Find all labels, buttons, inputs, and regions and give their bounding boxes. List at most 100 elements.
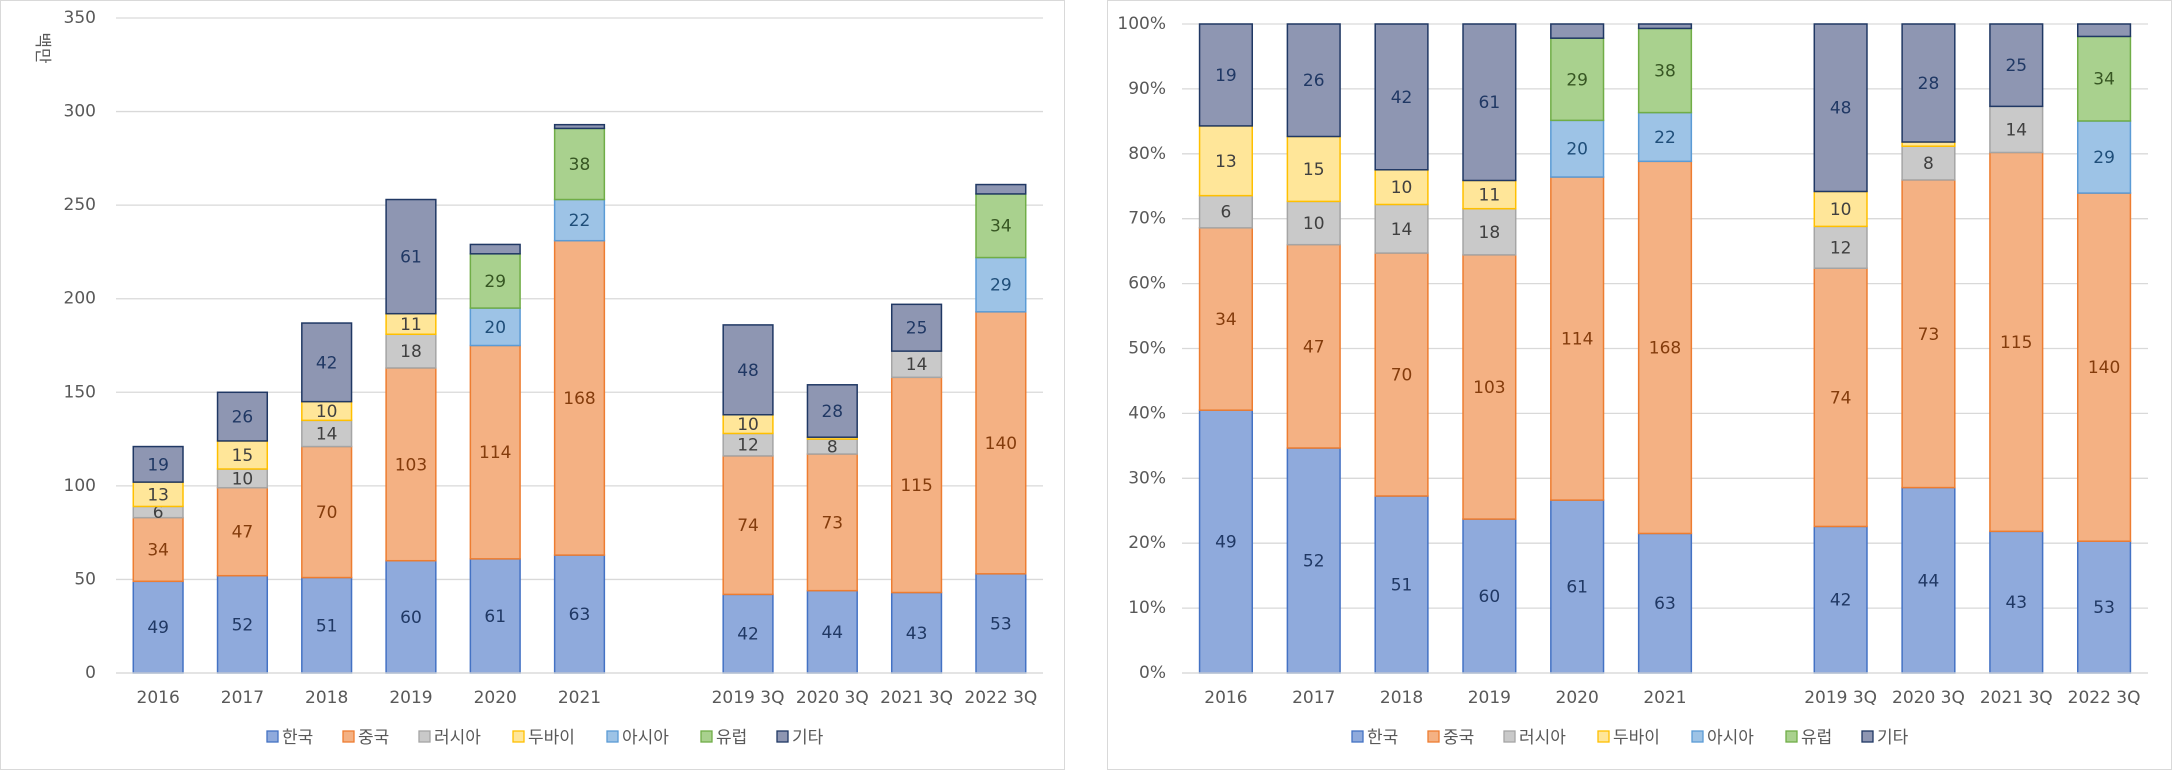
legend-label: 기타 [792,728,824,748]
data-label: 38 [569,155,591,175]
data-label: 48 [737,361,759,381]
x-tick-label: 2019 3Q [1804,688,1877,708]
data-label: 168 [1649,338,1681,358]
data-label: 74 [1830,388,1852,408]
data-label: 114 [1561,330,1593,350]
bar-segment [553,554,606,674]
data-label: 52 [232,615,254,635]
bar-segment [132,445,184,483]
bar-segment [890,591,943,674]
y-tick-label: 0% [1139,663,1166,683]
bar-segment [301,322,353,403]
y-tick-label: 100 [64,476,96,496]
data-label: 61 [1479,93,1501,113]
legend-swatch [776,730,789,743]
bar-segment [2076,192,2132,542]
bar-segment [890,303,943,352]
bar-segment [1550,119,1605,178]
data-label: 53 [2093,598,2115,618]
bar-segment [1374,23,1429,171]
x-tick-label: 2019 3Q [712,688,785,708]
bar-segment [1462,254,1517,520]
legend-swatch [1351,730,1364,743]
data-label: 22 [1654,128,1676,148]
data-label: 48 [1830,99,1852,119]
data-label: 14 [2005,120,2027,140]
data-label: 13 [147,485,169,505]
legend-swatch [266,730,279,743]
data-label: 15 [232,446,254,466]
data-label: 28 [821,402,843,422]
data-label: 60 [400,608,422,628]
bar-segment [1901,179,1956,489]
data-label: 18 [1479,223,1501,243]
y-tick-label: 350 [64,8,96,28]
bar-segment [1901,486,1956,674]
data-label: 19 [147,455,169,475]
data-label: 11 [1479,186,1501,206]
data-label: 74 [737,516,759,536]
data-label: 70 [316,503,338,523]
bar-segment [1286,23,1341,138]
legend-swatch [418,730,431,743]
legend-swatch [700,730,713,743]
y-tick-label: 0 [85,663,96,683]
bar-segment [1462,518,1517,674]
bar-segment [385,559,437,674]
bar-segment [975,256,1027,313]
bar-segment [2076,120,2132,194]
x-tick-label: 2016 [137,688,180,708]
y-tick-label: 100% [1117,14,1166,34]
y-tick-label: 40% [1128,403,1166,423]
legend-label: 기타 [1877,728,1909,748]
legend-swatch [342,730,355,743]
bar-segment [1550,23,1605,39]
bar-segment [806,453,858,592]
bar-segment [216,486,269,577]
legend-label: 두바이 [528,728,575,748]
data-label: 26 [1303,71,1325,91]
y-tick-label: 60% [1128,274,1166,294]
data-label: 38 [1654,62,1676,82]
y-tick-label: 50 [74,569,96,589]
x-tick-label: 2020 3Q [1892,688,1965,708]
data-label: 168 [563,389,595,409]
bar-segment [1198,409,1254,674]
data-label: 13 [1215,152,1237,172]
bar-segment [216,391,269,442]
data-label: 29 [484,272,506,292]
bar-segment [1374,169,1429,206]
data-label: 25 [2005,56,2027,76]
bar-segment [469,243,521,255]
data-label: 34 [2093,70,2115,90]
x-tick-label: 2019 [1468,688,1511,708]
data-label: 60 [1479,587,1501,607]
bar-segment [1286,200,1341,246]
bar-segment [1550,176,1605,501]
data-label: 10 [737,415,759,435]
legend-swatch [606,730,619,743]
legend-label: 러시아 [1519,728,1566,748]
data-label: 34 [990,217,1012,237]
bar-segment [1637,23,1693,30]
bar-segment [1989,151,2044,533]
data-label: 70 [1391,366,1413,386]
bar-segment [1462,23,1517,182]
data-label: 10 [1830,200,1852,220]
legend-swatch [1427,730,1440,743]
x-tick-label: 2020 3Q [796,688,869,708]
legend-label: 유럽 [1801,728,1832,748]
bar-segment [722,593,774,674]
data-label: 11 [400,315,422,335]
data-label: 44 [1918,571,1940,591]
bar-segment [1374,203,1429,254]
data-label: 12 [1830,238,1852,258]
data-label: 20 [1566,140,1588,160]
data-label: 22 [569,211,591,231]
data-label: 44 [821,623,843,643]
data-label: 73 [1918,325,1940,345]
bar-segment [1374,495,1429,674]
bar-segment [385,333,437,369]
data-label: 34 [1215,310,1237,330]
